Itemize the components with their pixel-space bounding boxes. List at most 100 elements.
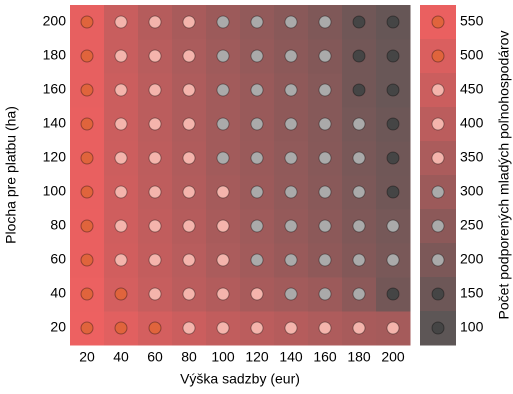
colorbar-tick-label: 150 xyxy=(460,285,484,301)
cell-marker xyxy=(216,287,230,301)
cell-marker xyxy=(216,15,230,29)
colorbar-tick-label: 450 xyxy=(460,81,484,97)
x-tick-label: 60 xyxy=(147,349,163,365)
y-tick-label: 20 xyxy=(50,319,66,335)
colorbar-marker xyxy=(431,83,445,97)
cell-marker xyxy=(352,15,366,29)
cell-marker xyxy=(250,185,264,199)
cell-marker xyxy=(80,219,94,233)
colorbar-marker xyxy=(431,219,445,233)
cell-marker xyxy=(250,117,264,131)
cell-marker xyxy=(114,15,128,29)
cell-marker xyxy=(250,219,264,233)
x-tick-label: 120 xyxy=(245,349,269,365)
cell-marker xyxy=(386,83,400,97)
cell-marker xyxy=(318,151,332,165)
cell-marker xyxy=(216,185,230,199)
colorbar-tick-label: 200 xyxy=(460,251,484,267)
colorbar-tick-label: 350 xyxy=(460,149,484,165)
colorbar-marker xyxy=(431,287,445,301)
cell-marker xyxy=(148,117,162,131)
cell-marker xyxy=(114,253,128,267)
cell-marker xyxy=(114,321,128,335)
x-tick-label: 20 xyxy=(79,349,95,365)
cell-marker xyxy=(148,151,162,165)
colorbar-tick-label: 100 xyxy=(460,319,484,335)
cell-marker xyxy=(284,83,298,97)
cell-marker xyxy=(386,253,400,267)
colorbar-marker xyxy=(431,185,445,199)
cell-marker xyxy=(318,117,332,131)
colorbar-marker xyxy=(431,253,445,267)
colorbar-tick-label: 550 xyxy=(460,13,484,29)
cell-marker xyxy=(114,83,128,97)
x-tick-label: 100 xyxy=(211,349,235,365)
cell-marker xyxy=(148,287,162,301)
cell-marker xyxy=(114,151,128,165)
cell-marker xyxy=(318,83,332,97)
cell-marker xyxy=(318,253,332,267)
cell-marker xyxy=(352,219,366,233)
cell-marker xyxy=(284,49,298,63)
x-tick-label: 80 xyxy=(181,349,197,365)
cell-marker xyxy=(80,151,94,165)
cell-marker xyxy=(80,49,94,63)
cell-marker xyxy=(80,83,94,97)
cell-marker xyxy=(148,83,162,97)
y-tick-label: 80 xyxy=(50,217,66,233)
y-tick-label: 160 xyxy=(43,81,67,97)
cell-marker xyxy=(250,253,264,267)
colorbar-tick-label: 400 xyxy=(460,115,484,131)
cell-marker xyxy=(386,219,400,233)
colorbar-marker xyxy=(431,117,445,131)
cell-marker xyxy=(216,83,230,97)
cell-marker xyxy=(80,15,94,29)
cell-marker xyxy=(148,321,162,335)
cell-marker xyxy=(148,185,162,199)
cell-marker xyxy=(182,15,196,29)
cell-marker xyxy=(318,185,332,199)
cell-marker xyxy=(386,117,400,131)
cell-marker xyxy=(250,287,264,301)
cell-marker xyxy=(148,253,162,267)
cell-marker xyxy=(318,287,332,301)
x-tick-label: 140 xyxy=(279,349,303,365)
x-tick-label: 160 xyxy=(313,349,337,365)
colorbar-tick-label: 500 xyxy=(460,47,484,63)
y-tick-label: 200 xyxy=(43,13,67,29)
cell-marker xyxy=(182,117,196,131)
cell-marker xyxy=(318,15,332,29)
colorbar-marker xyxy=(431,49,445,63)
colorbar-tick-label: 300 xyxy=(460,183,484,199)
cell-marker xyxy=(352,287,366,301)
cell-marker xyxy=(352,117,366,131)
colorbar-marker xyxy=(431,15,445,29)
y-axis-label: Plocha pre platbu (ha) xyxy=(3,106,19,244)
cell-marker xyxy=(250,49,264,63)
cell-marker xyxy=(80,253,94,267)
cell-marker xyxy=(182,185,196,199)
colorbar-label: Počet podporených mladých poľnohospodáro… xyxy=(496,31,512,320)
cell-marker xyxy=(284,321,298,335)
cell-marker xyxy=(352,83,366,97)
cell-marker xyxy=(318,321,332,335)
cell-marker xyxy=(182,151,196,165)
colorbar-marker xyxy=(431,151,445,165)
cell-marker xyxy=(148,49,162,63)
cell-marker xyxy=(250,83,264,97)
y-tick-label: 120 xyxy=(43,149,67,165)
cell-marker xyxy=(284,151,298,165)
cell-marker xyxy=(182,253,196,267)
cell-marker xyxy=(80,185,94,199)
cell-marker xyxy=(352,49,366,63)
cell-marker xyxy=(114,117,128,131)
x-axis-label: Výška sadzby (eur) xyxy=(180,371,300,387)
cell-marker xyxy=(352,185,366,199)
cell-marker xyxy=(250,321,264,335)
y-tick-label: 180 xyxy=(43,47,67,63)
cell-marker xyxy=(182,219,196,233)
cell-marker xyxy=(114,287,128,301)
cell-marker xyxy=(216,219,230,233)
cell-marker xyxy=(250,15,264,29)
